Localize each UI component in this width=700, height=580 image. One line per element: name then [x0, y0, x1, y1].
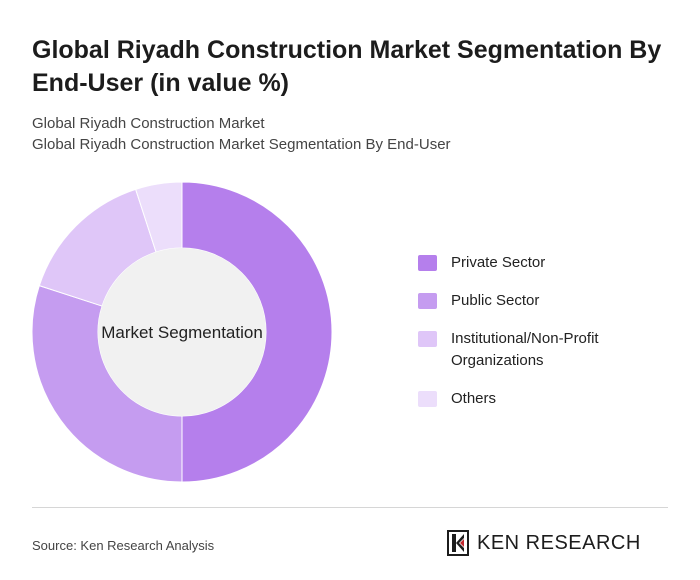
- chart-subtitle: Global Riyadh Construction Market Global…: [32, 113, 451, 155]
- chart-title: Global Riyadh Construction Market Segmen…: [32, 36, 662, 97]
- donut-center-label: Market Segmentation: [101, 323, 263, 342]
- donut-center: [98, 248, 266, 416]
- donut-slices: [31, 181, 333, 483]
- logo-text: KEN RESEARCH: [477, 531, 641, 554]
- ken-research-logo: KEN RESEARCH: [447, 530, 641, 556]
- donut-chart: Market Segmentation: [31, 181, 333, 483]
- legend-swatch: [418, 293, 437, 309]
- legend-item: Public Sector: [418, 290, 678, 312]
- subtitle-line-1: Global Riyadh Construction Market: [32, 115, 265, 132]
- subtitle-line-2: Global Riyadh Construction Market Segmen…: [32, 136, 451, 153]
- legend-item: Institutional/Non-Profit Organizations: [418, 328, 678, 372]
- chart-legend: Private Sector Public Sector Institutional…: [418, 252, 678, 426]
- legend-item: Private Sector: [418, 252, 678, 274]
- legend-label: Private Sector: [451, 254, 546, 271]
- legend-swatch: [418, 391, 437, 407]
- ken-research-logo-icon: [447, 530, 469, 556]
- legend-swatch: [418, 331, 437, 347]
- source-note: Source: Ken Research Analysis: [32, 538, 215, 553]
- legend-label: Institutional/Non-Profit Organizations: [451, 330, 599, 369]
- legend-label: Public Sector: [451, 292, 540, 309]
- legend-label: Others: [451, 390, 497, 407]
- legend-swatch: [418, 255, 437, 271]
- legend-item: Others: [418, 388, 678, 410]
- footer-divider: [32, 507, 668, 508]
